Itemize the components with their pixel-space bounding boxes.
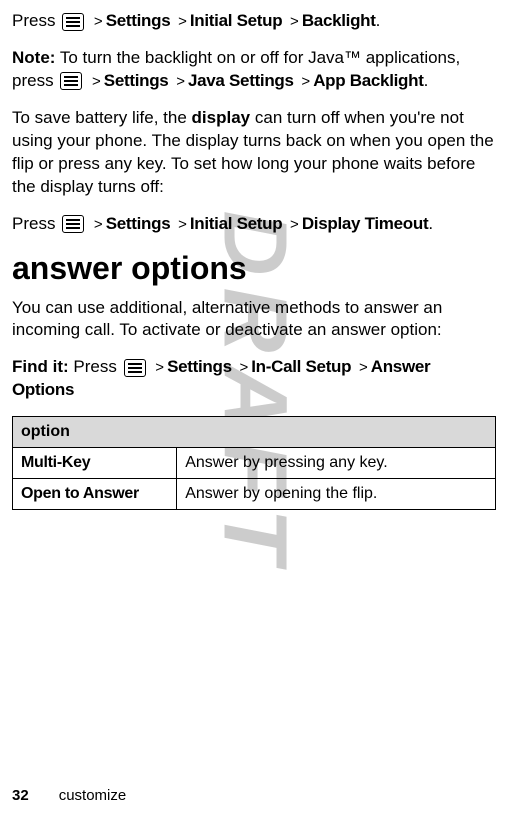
text: To save battery life, the: [12, 108, 192, 127]
find-it-line: Find it: Press >Settings >In-Call Setup …: [12, 356, 496, 402]
menu-icon: [62, 13, 84, 31]
page-footer: 32 customize: [12, 787, 126, 804]
chevron: >: [239, 359, 248, 376]
path-seg: Settings: [104, 71, 169, 90]
menu-icon: [124, 359, 146, 377]
path-seg: Settings: [167, 357, 232, 376]
path-seg: Settings: [106, 214, 171, 233]
text: Press: [12, 214, 60, 233]
options-table: option Multi-Key Answer by pressing any …: [12, 416, 496, 510]
chevron: >: [176, 73, 185, 90]
option-desc: Answer by opening the flip.: [177, 479, 496, 510]
path-seg: Java Settings: [188, 71, 294, 90]
path-seg: In-Call Setup: [251, 357, 351, 376]
path-seg: App Backlight: [313, 71, 423, 90]
table-header-row: option: [13, 417, 496, 448]
table-row: Open to Answer Answer by opening the fli…: [13, 479, 496, 510]
chevron: >: [290, 216, 299, 233]
display-para: To save battery life, the display can tu…: [12, 107, 496, 199]
page-content: Press >Settings >Initial Setup >Backligh…: [12, 10, 496, 510]
menu-icon: [62, 215, 84, 233]
path-seg: Initial Setup: [190, 214, 282, 233]
chevron: >: [290, 13, 299, 30]
press-backlight-line: Press >Settings >Initial Setup >Backligh…: [12, 10, 496, 33]
table-header: option: [13, 417, 496, 448]
section-label: customize: [59, 787, 127, 804]
option-name: Multi-Key: [13, 448, 177, 479]
text: .: [424, 71, 429, 90]
path-seg: Settings: [106, 11, 171, 30]
note-label: Note:: [12, 48, 55, 67]
text: Press: [12, 11, 60, 30]
answer-para: You can use additional, alternative meth…: [12, 297, 496, 343]
text: .: [428, 214, 433, 233]
text: Press: [69, 357, 122, 376]
display-bold: display: [192, 108, 251, 127]
menu-icon: [60, 72, 82, 90]
option-name: Open to Answer: [13, 479, 177, 510]
chevron: >: [94, 13, 103, 30]
chevron: >: [92, 73, 101, 90]
path-seg: Backlight: [302, 11, 376, 30]
text: .: [376, 11, 381, 30]
section-heading: answer options: [12, 250, 496, 287]
chevron: >: [155, 359, 164, 376]
path-seg: Initial Setup: [190, 11, 282, 30]
note-para: Note: To turn the backlight on or off fo…: [12, 47, 496, 93]
chevron: >: [178, 216, 187, 233]
chevron: >: [301, 73, 310, 90]
option-desc: Answer by pressing any key.: [177, 448, 496, 479]
table-row: Multi-Key Answer by pressing any key.: [13, 448, 496, 479]
chevron: >: [359, 359, 368, 376]
page-number: 32: [12, 787, 29, 804]
findit-label: Find it:: [12, 357, 69, 376]
chevron: >: [94, 216, 103, 233]
path-seg: Display Timeout: [302, 214, 429, 233]
press-display-timeout-line: Press >Settings >Initial Setup >Display …: [12, 213, 496, 236]
chevron: >: [178, 13, 187, 30]
